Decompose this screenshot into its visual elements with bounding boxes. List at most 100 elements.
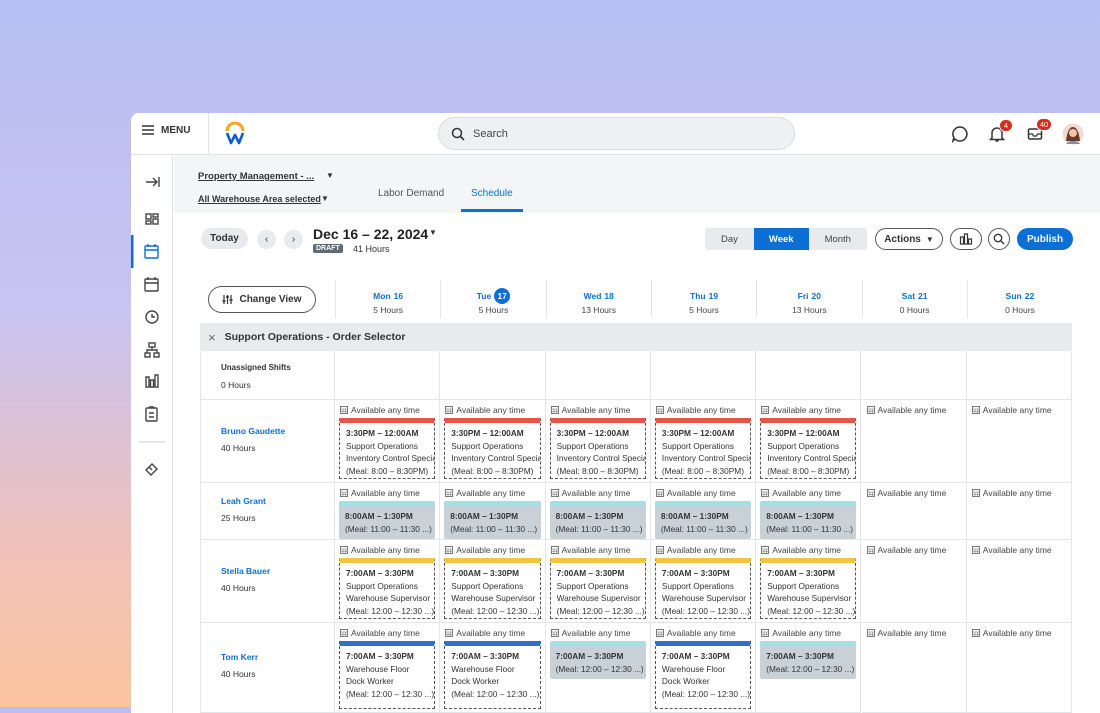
area-filter[interactable]: All Warehouse Area selected <box>198 194 321 204</box>
shift-meal: (Meal: 8:00 – 8:30PM) <box>451 465 534 476</box>
employee-name[interactable]: Stella Bauer <box>221 565 271 576</box>
change-view-button[interactable]: Change View <box>208 286 316 313</box>
calendar-icon <box>445 406 454 414</box>
day-cell: Available any time 7:00AM – 3:30PM Support… <box>335 540 441 623</box>
shift-time: 3:30PM – 12:00AM <box>451 428 524 438</box>
calendar-icon <box>340 629 348 637</box>
availability: Available any time <box>761 628 841 638</box>
availability: Available any time <box>340 488 420 498</box>
availability-text: Available any time <box>772 545 842 555</box>
shift-card[interactable]: 8:00AM – 1:30PM (Meal: 11:00 – 11:30 ...) <box>549 501 646 539</box>
shift-card[interactable]: 7:00AM – 3:30PM Warehouse Floor Dock Worke… <box>654 641 752 709</box>
sidebar-icons <box>131 177 165 476</box>
day-cell: Available any time <box>966 400 1073 483</box>
calendar-icon <box>550 406 559 414</box>
day-hours: 13 Hours <box>581 305 616 315</box>
shift-card[interactable]: 7:00AM – 3:30PM Support Operations Warehou… <box>444 558 541 619</box>
shift-card[interactable]: 3:30PM – 12:00AM Support Operations Invent… <box>339 418 436 479</box>
divider <box>208 113 209 155</box>
top-bar: MENU Search 4 40 <box>131 113 1100 155</box>
day-date: 21 <box>918 291 928 301</box>
today-button[interactable]: Today <box>201 228 248 249</box>
calendar-icon <box>550 489 559 497</box>
tab[interactable]: Labor Demand <box>378 188 445 199</box>
day-header: Wed 18 13 Hours <box>545 280 651 318</box>
shift-card[interactable]: 7:00AM – 3:30PM Support Operations Warehou… <box>549 558 646 619</box>
employee-name[interactable]: Tom Kerr <box>221 652 259 662</box>
menu-button[interactable]: MENU <box>141 124 190 136</box>
avatar[interactable] <box>1062 123 1084 145</box>
shift-detail: Warehouse Floor <box>451 663 515 674</box>
shift-card[interactable]: 8:00AM – 1:30PM (Meal: 11:00 – 11:30 ...) <box>444 501 541 539</box>
shift-card[interactable]: 3:30PM – 12:00AM Support Operations Invent… <box>654 418 752 479</box>
shift-card[interactable]: 7:00AM – 3:30PM Warehouse Floor Dock Worke… <box>339 641 436 709</box>
day-date: 22 <box>1024 291 1035 301</box>
inbox-icon[interactable] <box>1027 126 1043 142</box>
availability-text: Available any time <box>456 545 526 555</box>
employee-name[interactable]: Leah Grant <box>221 495 266 506</box>
publish-button[interactable]: Publish <box>1017 228 1073 250</box>
shift-card[interactable]: 3:30PM – 12:00AM Support Operations Invent… <box>760 418 857 479</box>
day-label: Thu 19 <box>652 288 756 304</box>
prev-button[interactable]: ‹ <box>257 230 276 249</box>
availability-text: Available any time <box>982 628 1052 638</box>
chart-button[interactable] <box>950 228 982 250</box>
calendar-icon <box>655 546 664 554</box>
day-cell: Available any time 8:00AM – 1:30PM (Meal: … <box>756 483 862 540</box>
availability-text: Available any time <box>666 545 736 555</box>
shift-card[interactable]: 7:00AM – 3:30PM (Meal: 12:00 – 12:30 ...) <box>760 641 857 679</box>
search-button[interactable] <box>988 228 1010 250</box>
shift-card[interactable]: 8:00AM – 1:30PM (Meal: 11:00 – 11:30 ...) <box>760 501 857 539</box>
shift-card[interactable]: 3:30PM – 12:00AM Support Operations Invent… <box>549 418 646 479</box>
actions-button[interactable]: Actions ▼ <box>875 228 943 250</box>
shift-time: 7:00AM – 3:30PM <box>766 651 834 661</box>
availability: Available any time <box>445 488 525 498</box>
shift-card[interactable]: 7:00AM – 3:30PM Support Operations Warehou… <box>760 558 857 619</box>
day-cell: Available any time <box>861 400 967 483</box>
view-option[interactable]: Day <box>721 233 738 245</box>
tab-active[interactable]: Schedule <box>471 188 513 199</box>
shift-card[interactable]: 8:00AM – 1:30PM (Meal: 11:00 – 11:30 ...) <box>654 501 752 539</box>
caret: ▼ <box>321 194 329 203</box>
property-filter[interactable]: Property Management - ... <box>198 171 315 182</box>
availability-text: Available any time <box>456 405 526 415</box>
shift-time: 7:00AM – 3:30PM <box>556 568 625 578</box>
day-hours: 0 Hours <box>1005 305 1035 315</box>
calendar-icon <box>761 546 770 554</box>
next-button[interactable]: › <box>284 230 303 249</box>
notification-badge: 4 <box>999 119 1013 132</box>
search-bar[interactable]: Search <box>438 117 795 150</box>
shift-time: 7:00AM – 3:30PM <box>346 651 414 661</box>
unassigned-label: Unassigned Shifts <box>221 363 291 372</box>
shift-card[interactable]: 3:30PM – 12:00AM Support Operations Invent… <box>444 418 541 479</box>
calendar-icon <box>866 629 875 637</box>
calendar-icon <box>761 406 770 414</box>
shift-card[interactable]: 7:00AM – 3:30PM Warehouse Floor Dock Worke… <box>444 641 541 709</box>
view-active[interactable]: Week <box>753 228 809 250</box>
availability-text: Available any time <box>456 628 526 638</box>
shift-card[interactable]: 7:00AM – 3:30PM Support Operations Warehou… <box>339 558 436 619</box>
shift-time: 3:30PM – 12:00AM <box>767 428 840 438</box>
day-date: 18 <box>604 291 614 301</box>
calendar-icon <box>971 629 980 637</box>
day-cell: Available any time <box>966 540 1073 623</box>
employee-name[interactable]: Bruno Gaudette <box>221 425 286 436</box>
shift-card[interactable]: 7:00AM – 3:30PM (Meal: 12:00 – 12:30 ...) <box>549 641 646 679</box>
day-cell: Available any time 3:30PM – 12:00AM Suppor… <box>650 400 757 483</box>
schedule-grid: Mon 16 5 Hours Tue 17 5 Hours Wed 18 13 Hours Thu… <box>131 113 1100 713</box>
shift-card[interactable]: 7:00AM – 3:30PM Support Operations Warehou… <box>654 558 752 619</box>
day-cell: Available any time <box>966 483 1073 540</box>
shift-card[interactable]: 8:00AM – 1:30PM (Meal: 11:00 – 11:30 ...) <box>339 501 436 539</box>
day-date: 20 <box>811 291 821 301</box>
view-option[interactable]: Month <box>824 233 851 245</box>
date-range[interactable]: Dec 16 – 22, 2024 <box>313 226 429 242</box>
shift-time: 7:00AM – 3:30PM <box>661 568 730 578</box>
shift-time: 8:00AM – 1:30PM <box>766 511 834 521</box>
chat-icon[interactable] <box>951 125 969 143</box>
name-cell: Tom Kerr 40 Hours <box>200 623 335 713</box>
collapse-icon[interactable]: × <box>208 329 216 345</box>
availability: Available any time <box>340 545 420 555</box>
shift-detail: Warehouse Supervisor <box>661 593 746 604</box>
shift-meal: (Meal: 12:00 – 12:30 ...) <box>661 605 750 616</box>
status-badge: DRAFT <box>313 244 343 253</box>
